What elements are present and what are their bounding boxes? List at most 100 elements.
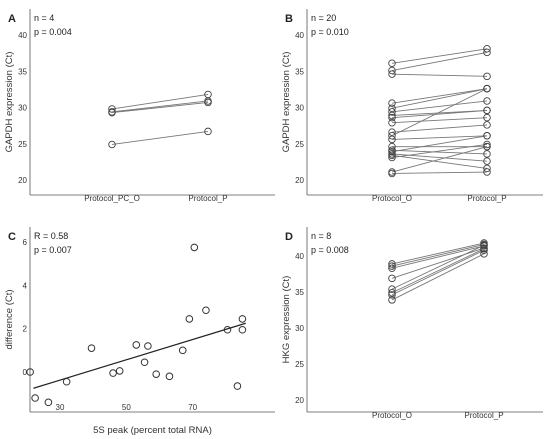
data-point (204, 98, 212, 107)
y-tick-label: 6 (23, 238, 28, 247)
data-point (483, 168, 491, 176)
x-tick-label: 50 (122, 403, 131, 412)
data-point (238, 315, 247, 323)
data-point (388, 113, 396, 122)
stat-label: n = 8 (311, 231, 331, 241)
data-point (388, 274, 396, 283)
panel-letter: A (8, 13, 16, 25)
pair-line (391, 244, 485, 290)
pair-line (391, 249, 485, 296)
data-point (388, 153, 396, 162)
pair-line (391, 242, 485, 265)
data-point (388, 169, 396, 178)
y-tick-label: 4 (23, 281, 28, 290)
pair-line (111, 100, 209, 113)
x-axis-label: 5S peak (percent total RNA) (93, 425, 212, 436)
data-point (62, 377, 71, 386)
x-tick-label: Protocol_P (188, 194, 227, 203)
data-point (202, 306, 210, 315)
y-tick-label: 35 (295, 67, 304, 76)
data-point (480, 241, 488, 249)
data-point (144, 342, 152, 350)
pair-line (391, 117, 488, 124)
y-tick-label: 20 (295, 176, 304, 185)
data-point (388, 99, 396, 107)
pair-line (391, 244, 485, 267)
y-tick-label: 30 (295, 104, 304, 113)
data-point (483, 157, 491, 165)
data-point (483, 84, 491, 93)
data-point (190, 243, 199, 252)
pair-line (391, 154, 488, 169)
data-point (483, 97, 491, 105)
y-tick-label: 40 (18, 31, 27, 40)
pair-line (391, 171, 488, 174)
pair-line (391, 135, 488, 153)
data-point (388, 118, 396, 127)
data-point (185, 315, 194, 323)
data-point (388, 66, 396, 75)
data-point (388, 70, 396, 78)
pair-line (391, 135, 488, 140)
data-point (238, 325, 247, 334)
x-tick-label: Protocol_P (467, 194, 506, 203)
data-point (388, 296, 396, 304)
pair-line (391, 245, 485, 269)
stat-label: p = 0.008 (311, 245, 349, 255)
data-point (483, 48, 491, 57)
stat-label: p = 0.010 (311, 27, 349, 37)
panel-c: C R = 0.58 p = 0.007 0 2 4 6 difference (Ct) 30 5… (4, 227, 275, 436)
data-point (388, 142, 396, 151)
data-point (233, 382, 242, 390)
stat-label: R = 0.58 (34, 231, 68, 241)
x-tick-label: 30 (56, 403, 65, 412)
y-tick-label: 25 (295, 360, 304, 369)
pair-line (391, 247, 485, 279)
y-axis-label: GAPDH expression (Ct) (281, 52, 292, 153)
x-tick-label: Protocol_O (372, 194, 412, 203)
data-point (483, 72, 491, 81)
y-tick-label: 25 (18, 140, 27, 149)
pair-line (111, 94, 209, 110)
pair-line (391, 149, 488, 155)
y-tick-label: 40 (295, 31, 304, 40)
pair-line (391, 124, 488, 133)
pair-line (391, 248, 485, 294)
pair-line (391, 88, 488, 109)
y-tick-label: 30 (18, 104, 27, 113)
data-point (140, 358, 149, 367)
data-point (483, 142, 491, 151)
y-tick-label: 40 (295, 252, 304, 261)
data-point (388, 135, 396, 144)
stat-label: p = 0.004 (34, 27, 72, 37)
pair-line (391, 88, 488, 104)
x-tick-label: Protocol_P (464, 411, 503, 420)
data-point (109, 369, 117, 377)
data-point (480, 250, 488, 258)
data-point (115, 367, 124, 375)
y-tick-label: 30 (295, 324, 304, 333)
data-point (388, 111, 396, 120)
data-point (483, 132, 491, 140)
pair-line (391, 144, 488, 158)
pair-line (391, 73, 488, 77)
pair-line (391, 100, 488, 113)
y-tick-label: 2 (23, 325, 28, 334)
data-point (483, 121, 491, 129)
pair-line (391, 51, 488, 71)
panel-letter: C (8, 231, 16, 243)
data-point (388, 262, 396, 270)
x-tick-label: Protocol_O (372, 411, 412, 420)
data-point (204, 127, 212, 136)
y-axis-label: HKG expression (Ct) (281, 276, 292, 364)
data-point (388, 147, 396, 156)
data-point (178, 346, 187, 355)
data-point (165, 372, 174, 381)
data-point (388, 291, 396, 299)
y-axis-label: GAPDH expression (Ct) (4, 52, 15, 153)
panel-letter: D (285, 231, 293, 243)
